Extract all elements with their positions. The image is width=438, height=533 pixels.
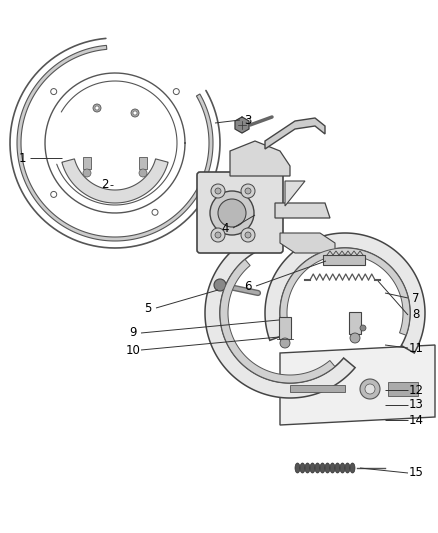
Circle shape — [211, 228, 225, 242]
Circle shape — [241, 228, 255, 242]
Bar — [279, 317, 291, 339]
Circle shape — [214, 279, 226, 291]
Text: 11: 11 — [409, 342, 424, 354]
Text: 7: 7 — [412, 292, 420, 304]
Circle shape — [360, 325, 366, 331]
Circle shape — [131, 109, 139, 117]
Text: 2: 2 — [101, 179, 109, 191]
Ellipse shape — [320, 463, 325, 473]
Circle shape — [280, 338, 290, 348]
Ellipse shape — [330, 463, 335, 473]
Circle shape — [93, 104, 101, 112]
Circle shape — [350, 333, 360, 343]
Polygon shape — [275, 203, 330, 218]
Circle shape — [152, 209, 158, 215]
Bar — [83, 157, 91, 169]
Circle shape — [245, 232, 251, 238]
Text: 12: 12 — [409, 384, 424, 397]
Text: 5: 5 — [144, 302, 152, 314]
Ellipse shape — [315, 463, 320, 473]
Text: 13: 13 — [409, 399, 424, 411]
Ellipse shape — [325, 463, 330, 473]
Circle shape — [365, 384, 375, 394]
Polygon shape — [285, 181, 305, 206]
Circle shape — [215, 188, 221, 194]
Polygon shape — [280, 248, 410, 335]
Circle shape — [241, 184, 255, 198]
Polygon shape — [220, 260, 335, 383]
Polygon shape — [265, 118, 325, 149]
Ellipse shape — [295, 463, 300, 473]
Bar — [349, 312, 361, 334]
Ellipse shape — [300, 463, 305, 473]
Ellipse shape — [310, 463, 315, 473]
Text: 3: 3 — [244, 114, 252, 126]
FancyBboxPatch shape — [197, 172, 283, 253]
Ellipse shape — [305, 463, 310, 473]
Text: 1: 1 — [18, 151, 26, 165]
Text: 8: 8 — [412, 309, 420, 321]
Ellipse shape — [335, 463, 340, 473]
Bar — [388, 382, 418, 396]
Circle shape — [360, 379, 380, 399]
Polygon shape — [205, 239, 355, 398]
Polygon shape — [235, 117, 249, 133]
Circle shape — [51, 191, 57, 197]
Circle shape — [95, 106, 99, 110]
Polygon shape — [323, 255, 365, 265]
Polygon shape — [230, 141, 290, 176]
Text: 6: 6 — [244, 279, 252, 293]
Circle shape — [210, 191, 254, 235]
Circle shape — [211, 184, 225, 198]
Polygon shape — [62, 159, 168, 203]
Text: 15: 15 — [409, 466, 424, 480]
Circle shape — [218, 199, 246, 227]
Polygon shape — [280, 233, 335, 253]
Circle shape — [133, 111, 137, 115]
Text: 9: 9 — [129, 327, 137, 340]
Ellipse shape — [345, 463, 350, 473]
Text: 10: 10 — [126, 343, 141, 357]
Circle shape — [215, 232, 221, 238]
Circle shape — [173, 88, 179, 94]
Bar — [139, 157, 147, 169]
Circle shape — [83, 169, 91, 177]
Text: 14: 14 — [409, 414, 424, 426]
Circle shape — [51, 88, 57, 94]
Circle shape — [139, 169, 147, 177]
Circle shape — [245, 188, 251, 194]
Text: 4: 4 — [221, 222, 229, 235]
Ellipse shape — [340, 463, 345, 473]
Ellipse shape — [350, 463, 355, 473]
Polygon shape — [280, 345, 435, 425]
Polygon shape — [17, 45, 213, 241]
Bar — [290, 385, 345, 392]
Polygon shape — [265, 233, 425, 353]
